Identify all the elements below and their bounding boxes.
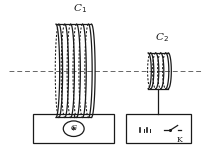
Text: K: K — [176, 136, 182, 144]
Circle shape — [63, 121, 84, 136]
Text: C$_1$: C$_1$ — [73, 2, 87, 15]
Bar — [126, 114, 190, 143]
Text: G: G — [71, 124, 77, 132]
Text: C$_2$: C$_2$ — [155, 31, 169, 44]
Bar — [33, 114, 114, 143]
